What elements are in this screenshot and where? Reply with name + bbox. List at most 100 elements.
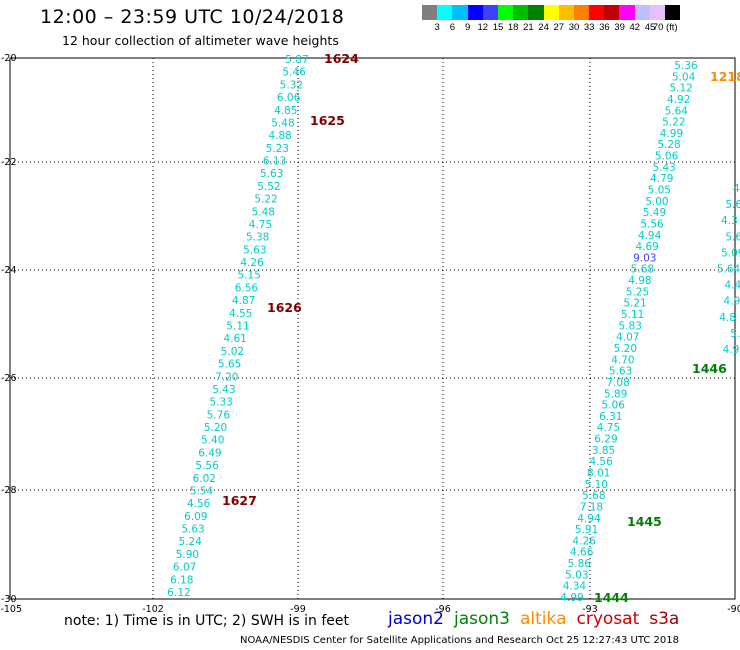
wave-height-value: 4.	[733, 183, 740, 195]
longitude-label: -105	[0, 604, 22, 615]
wave-height-value: 5.56	[640, 218, 664, 230]
satellite-legend-s3a: s3a	[649, 609, 680, 629]
wave-height-value: 5.46	[282, 67, 306, 79]
wave-height-value: 4.98	[628, 275, 651, 287]
wave-height-value: 6.13	[263, 156, 286, 168]
wave-height-value: 5.54	[190, 485, 214, 497]
color-swatch	[452, 5, 468, 20]
wave-height-value: 5.10	[585, 479, 608, 491]
wave-height-value: 6.12	[167, 587, 190, 599]
wave-height-value: 5.63	[243, 244, 266, 256]
pass-time-label: 1218	[710, 69, 740, 84]
color-scale-label: 6	[449, 22, 456, 33]
wave-height-value: 5.	[730, 328, 740, 340]
wave-height-value: 5.22	[254, 194, 277, 206]
wave-height-value: 6.06	[277, 92, 301, 104]
color-swatch	[634, 5, 650, 20]
wave-height-value: 5.40	[201, 435, 224, 447]
wave-height-value: 4.70	[611, 354, 634, 366]
pass-time-label: 1444	[594, 590, 629, 605]
wave-height-value: 5.68	[631, 264, 654, 276]
pass-time-label: 1445	[627, 514, 662, 529]
wave-height-value: 5.15	[238, 270, 261, 282]
color-swatch	[619, 5, 635, 20]
wave-height-value: 4.56	[187, 498, 211, 510]
wave-height-value: 7.08	[606, 377, 629, 389]
color-swatch	[482, 5, 498, 20]
color-scale-label: 18	[507, 22, 519, 33]
color-swatch	[467, 5, 483, 20]
satellite-legend: jason2 jason3 altika cryosat s3a	[388, 609, 689, 629]
wave-height-value: 4.61	[223, 333, 246, 345]
wave-height-value: 5.33	[209, 397, 232, 409]
color-scale-label: 9	[464, 22, 471, 33]
wave-height-value: 5.49	[643, 207, 666, 219]
wave-height-value: 5.20	[204, 422, 227, 434]
map-title: 12:00 – 23:59 UTC 10/24/2018	[40, 6, 345, 28]
wave-height-value: 5.00	[645, 196, 668, 208]
pass-time-label: 1627	[222, 493, 257, 508]
longitude-label: -99	[290, 604, 306, 615]
color-swatch	[589, 5, 605, 20]
wave-height-value: 6.56	[235, 282, 259, 294]
color-swatch	[513, 5, 529, 20]
wave-height-value: 5.04	[672, 71, 696, 83]
wave-height-value: 5.83	[619, 320, 642, 332]
color-scale-label: 33	[583, 22, 595, 33]
footer-note: note: 1) Time is in UTC; 2) SWH is in fe…	[64, 613, 350, 629]
wave-height-value: 6.29	[594, 434, 617, 446]
wave-height-value: 4.88	[268, 130, 291, 142]
color-scale-label: 24	[538, 22, 549, 33]
wave-height-value: 5.76	[207, 409, 231, 421]
wave-height-value: 4.07	[616, 332, 639, 344]
wave-height-value: 4.99	[660, 128, 683, 140]
color-swatch	[665, 5, 681, 20]
wave-height-value: 6.49	[198, 447, 221, 459]
wave-height-value: 4.92	[667, 94, 690, 106]
wave-height-value: 4.43	[725, 280, 740, 292]
wave-height-value: 4.94	[638, 230, 662, 242]
color-scale-label: 21	[523, 22, 534, 33]
wave-height-value: 4.9	[723, 344, 740, 356]
wave-height-value: 5.89	[604, 388, 627, 400]
wave-height-value: 5.91	[575, 524, 598, 536]
wave-height-value: 4.55	[229, 308, 252, 320]
latitude-label: -22	[1, 157, 17, 168]
wave-height-value: 5.87	[285, 54, 308, 66]
color-scale-label: 36	[599, 22, 610, 33]
wave-height-value: 6.02	[193, 473, 216, 485]
wave-height-value: 4.69	[635, 241, 658, 253]
wave-height-value: 5.63	[609, 366, 632, 378]
color-scale-label: 30	[568, 22, 580, 33]
pass-time-label: 1624	[324, 51, 359, 66]
wave-height-value: 5.28	[657, 139, 680, 151]
longitude-label: -90	[727, 604, 740, 615]
wave-height-value: 4.85	[274, 105, 297, 117]
wave-height-value: 5.06	[655, 151, 679, 163]
wave-height-value: 5.23	[266, 143, 289, 155]
wave-height-value: 5.32	[280, 79, 303, 91]
wave-height-value: 5.43	[212, 384, 235, 396]
wave-height-value: 5.21	[623, 298, 646, 310]
wave-height-value: 5.52	[257, 181, 280, 193]
latitude-label: -24	[1, 265, 17, 276]
footer-credit: NOAA/NESDIS Center for Satellite Applica…	[240, 635, 679, 646]
color-scale-label: 3	[434, 22, 440, 33]
wave-height-value: 5.25	[626, 286, 649, 298]
pass-time-label: 1446	[692, 361, 727, 376]
wave-height-value: 4.34	[563, 581, 587, 593]
wave-height-value: 4.8	[719, 312, 736, 324]
color-swatch	[528, 5, 544, 20]
satellite-legend-jason2: jason2	[388, 609, 444, 629]
wave-height-value: 5.90	[176, 549, 199, 561]
color-scale-label: 27	[553, 22, 565, 33]
wave-height-value: 5.6	[725, 199, 740, 211]
color-swatch	[437, 5, 453, 20]
wave-height-value: 5.64	[665, 105, 689, 117]
map-frame	[9, 57, 736, 600]
satellite-legend-jason3: jason3	[454, 609, 510, 629]
wave-height-value: 5.43	[652, 162, 675, 174]
color-swatch	[573, 5, 590, 20]
map-subtitle: 12 hour collection of altimeter wave hei…	[62, 33, 339, 48]
